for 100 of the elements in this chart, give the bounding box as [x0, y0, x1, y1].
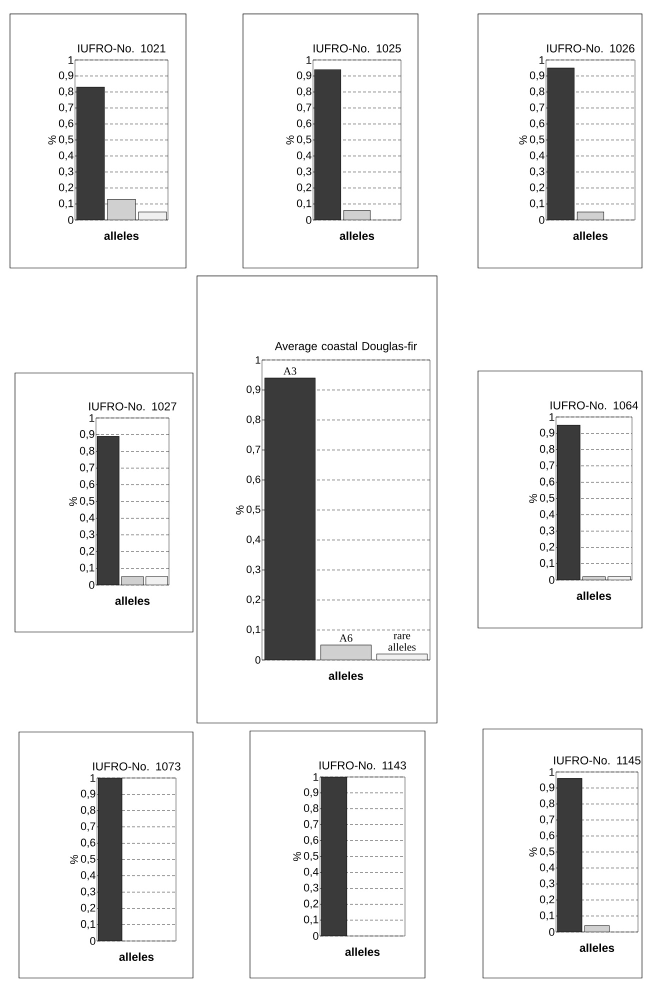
y-tick-label: 0,5	[80, 496, 94, 506]
y-axis-title: %	[70, 855, 78, 864]
y-tick-label: 0,4	[80, 871, 96, 880]
y-axis-title: %	[286, 136, 294, 144]
y-tick-label: 0,1	[58, 199, 74, 209]
y-axis-title: %	[48, 136, 56, 144]
y-tick-label: 0,9	[246, 386, 260, 394]
y-tick-label: 0,3	[80, 530, 94, 540]
chart-title: IUFRO-No. 1026	[547, 44, 634, 52]
y-tick-label: 0,6	[246, 476, 260, 484]
chart-title: IUFRO-No. 1021	[78, 44, 166, 52]
y-tick-label: 0,2	[540, 542, 554, 552]
x-axis-title: alleles	[328, 672, 364, 680]
y-tick-label: 0,3	[540, 526, 554, 536]
y-tick-label: 0,7	[246, 446, 260, 454]
y-tick-label: 0	[313, 932, 318, 940]
y-tick-label: 0,5	[530, 135, 544, 145]
y-tick-label: 0,2	[58, 183, 74, 193]
y-tick-label: 0,5	[296, 135, 312, 145]
y-tick-label: 0,8	[540, 445, 554, 454]
y-tick-label: 0,6	[540, 478, 554, 487]
y-tick-label: 0	[90, 937, 96, 945]
y-tick-label: 0,1	[530, 199, 544, 209]
y-tick-label: 0,5	[304, 852, 318, 862]
y-tick-label: 0,6	[58, 119, 74, 129]
y-tick-label: 0	[255, 656, 260, 664]
y-tick-label: 0,9	[296, 71, 312, 81]
annotation: rare alleles	[388, 634, 416, 651]
y-tick-label: 0,8	[296, 87, 312, 97]
y-tick-label: 0,1	[540, 911, 554, 921]
y-tick-label: 0,8	[246, 416, 260, 424]
y-tick-label: 0,3	[530, 167, 544, 177]
y-tick-label: 0,4	[540, 863, 554, 873]
chart-title: IUFRO-No. 1064	[550, 401, 638, 410]
y-tick-label: 1	[550, 768, 554, 776]
chart-title: IUFRO-No. 1073	[93, 762, 180, 770]
y-tick-label: 0,7	[540, 815, 554, 825]
y-tick-label: 0,2	[296, 183, 312, 193]
y-tick-label: 0,7	[58, 103, 74, 113]
y-tick-label: 0,6	[296, 119, 312, 129]
y-tick-label: 0,4	[80, 514, 94, 523]
x-axis-title: alleles	[340, 232, 374, 240]
y-tick-label: 0,9	[80, 430, 94, 440]
y-tick-label: 0,8	[80, 806, 96, 816]
y-tick-label: 1	[550, 413, 554, 421]
y-tick-label: 0,1	[540, 559, 554, 568]
y-tick-label: 0,8	[540, 799, 554, 809]
y-tick-label: 0,5	[540, 847, 554, 857]
y-tick-label: 0,2	[80, 904, 96, 913]
y-tick-label: 0,8	[304, 804, 318, 814]
y-tick-label: 0,4	[530, 151, 544, 161]
y-tick-label: 0,5	[58, 135, 74, 145]
y-tick-label: 0,1	[304, 916, 318, 925]
y-tick-label: 0,5	[80, 854, 96, 864]
y-tick-label: 0,3	[540, 879, 554, 889]
y-tick-label: 0,8	[530, 87, 544, 97]
y-tick-label: 1	[68, 56, 74, 64]
y-axis-title: %	[293, 852, 301, 861]
y-tick-label: 0,7	[80, 464, 94, 473]
y-tick-label: 0,3	[58, 167, 74, 177]
y-tick-label: 0,6	[530, 119, 544, 129]
y-tick-label: 0,2	[304, 900, 318, 909]
x-axis-title: alleles	[576, 592, 612, 600]
y-tick-label: 1	[306, 56, 312, 64]
chart-title: IUFRO-No. 1145	[554, 756, 641, 764]
y-tick-label: 0,6	[304, 836, 318, 846]
y-tick-label: 0	[549, 576, 554, 584]
y-tick-label: 0,3	[304, 884, 318, 893]
y-tick-label: 1	[540, 56, 544, 64]
x-axis-title: alleles	[119, 952, 154, 961]
y-tick-label: 0,9	[304, 788, 318, 798]
chart-title: IUFRO-No. 1025	[314, 44, 401, 52]
y-tick-label: 0,1	[296, 199, 312, 209]
y-axis-title: %	[519, 136, 527, 144]
y-tick-label: 0,7	[540, 461, 554, 470]
y-tick-label: 0	[549, 928, 554, 936]
y-tick-label: 0,6	[80, 480, 94, 490]
y-tick-label: 0,4	[296, 151, 312, 161]
y-tick-label: 0,5	[540, 494, 554, 504]
y-tick-label: 0,3	[296, 167, 312, 177]
y-tick-label: 0,9	[58, 71, 74, 81]
annotation: A6	[339, 634, 352, 642]
y-tick-label: 0,7	[530, 103, 544, 113]
y-tick-label: 1	[90, 414, 94, 422]
x-axis-title: alleles	[345, 948, 380, 956]
y-tick-label: 0	[68, 216, 74, 224]
y-tick-label: 0	[89, 581, 94, 589]
y-tick-label: 0,1	[80, 564, 94, 573]
y-tick-label: 0,4	[58, 151, 74, 161]
y-tick-label: 0,2	[540, 895, 554, 905]
y-axis-title: %	[236, 506, 244, 514]
y-tick-label: 0,7	[296, 103, 312, 113]
annotation: A3	[283, 367, 296, 375]
y-tick-label: 0,7	[80, 822, 96, 832]
y-tick-label: 0,8	[80, 446, 94, 456]
y-tick-label: 0,4	[304, 868, 318, 877]
y-axis-title: %	[529, 848, 537, 856]
y-tick-label: 0,3	[80, 888, 96, 897]
y-tick-label: 0,2	[246, 596, 260, 604]
y-tick-label: 0,2	[80, 547, 94, 556]
